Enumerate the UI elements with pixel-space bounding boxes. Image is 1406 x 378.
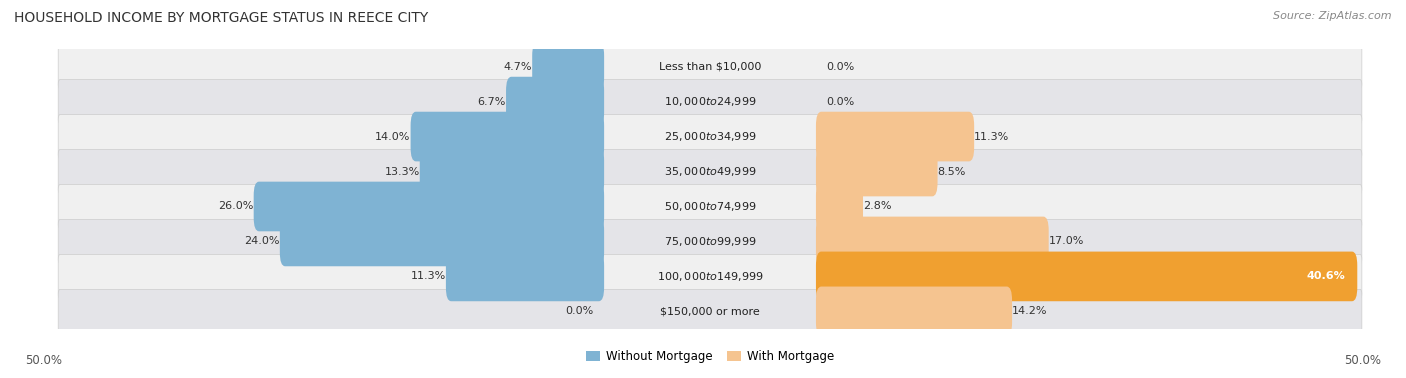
Text: $50,000 to $74,999: $50,000 to $74,999 xyxy=(664,200,756,213)
FancyBboxPatch shape xyxy=(420,147,605,196)
FancyBboxPatch shape xyxy=(411,112,605,161)
FancyBboxPatch shape xyxy=(446,252,605,301)
FancyBboxPatch shape xyxy=(506,77,605,126)
Text: 0.0%: 0.0% xyxy=(827,97,855,107)
FancyBboxPatch shape xyxy=(58,79,1362,124)
Text: $150,000 or more: $150,000 or more xyxy=(661,307,759,316)
FancyBboxPatch shape xyxy=(58,184,1362,229)
Text: 13.3%: 13.3% xyxy=(384,167,420,177)
Text: 50.0%: 50.0% xyxy=(1344,354,1381,367)
Text: 0.0%: 0.0% xyxy=(827,62,855,71)
Text: 4.7%: 4.7% xyxy=(503,62,533,71)
FancyBboxPatch shape xyxy=(58,115,1362,159)
Text: 6.7%: 6.7% xyxy=(478,97,506,107)
FancyBboxPatch shape xyxy=(58,219,1362,263)
FancyBboxPatch shape xyxy=(280,217,605,266)
FancyBboxPatch shape xyxy=(815,182,863,231)
Text: 11.3%: 11.3% xyxy=(974,132,1010,141)
Text: $35,000 to $49,999: $35,000 to $49,999 xyxy=(664,165,756,178)
Text: $100,000 to $149,999: $100,000 to $149,999 xyxy=(657,270,763,283)
FancyBboxPatch shape xyxy=(58,254,1362,299)
Legend: Without Mortgage, With Mortgage: Without Mortgage, With Mortgage xyxy=(581,345,839,368)
Text: 17.0%: 17.0% xyxy=(1049,237,1084,246)
Text: HOUSEHOLD INCOME BY MORTGAGE STATUS IN REECE CITY: HOUSEHOLD INCOME BY MORTGAGE STATUS IN R… xyxy=(14,11,429,25)
Text: Less than $10,000: Less than $10,000 xyxy=(659,62,761,71)
Text: 26.0%: 26.0% xyxy=(218,201,253,211)
Text: $10,000 to $24,999: $10,000 to $24,999 xyxy=(664,95,756,108)
Text: 40.6%: 40.6% xyxy=(1306,271,1346,281)
FancyBboxPatch shape xyxy=(58,149,1362,194)
FancyBboxPatch shape xyxy=(815,217,1049,266)
FancyBboxPatch shape xyxy=(815,287,1012,336)
Text: 24.0%: 24.0% xyxy=(245,237,280,246)
FancyBboxPatch shape xyxy=(533,42,605,91)
FancyBboxPatch shape xyxy=(815,112,974,161)
FancyBboxPatch shape xyxy=(58,289,1362,333)
Text: 0.0%: 0.0% xyxy=(565,307,593,316)
FancyBboxPatch shape xyxy=(815,252,1357,301)
FancyBboxPatch shape xyxy=(815,147,938,196)
FancyBboxPatch shape xyxy=(253,182,605,231)
Text: 8.5%: 8.5% xyxy=(938,167,966,177)
Text: 11.3%: 11.3% xyxy=(411,271,446,281)
Text: 14.2%: 14.2% xyxy=(1012,307,1047,316)
Text: 2.8%: 2.8% xyxy=(863,201,891,211)
Text: 14.0%: 14.0% xyxy=(375,132,411,141)
Text: Source: ZipAtlas.com: Source: ZipAtlas.com xyxy=(1274,11,1392,21)
Text: 50.0%: 50.0% xyxy=(25,354,62,367)
Text: $25,000 to $34,999: $25,000 to $34,999 xyxy=(664,130,756,143)
FancyBboxPatch shape xyxy=(58,45,1362,89)
Text: $75,000 to $99,999: $75,000 to $99,999 xyxy=(664,235,756,248)
